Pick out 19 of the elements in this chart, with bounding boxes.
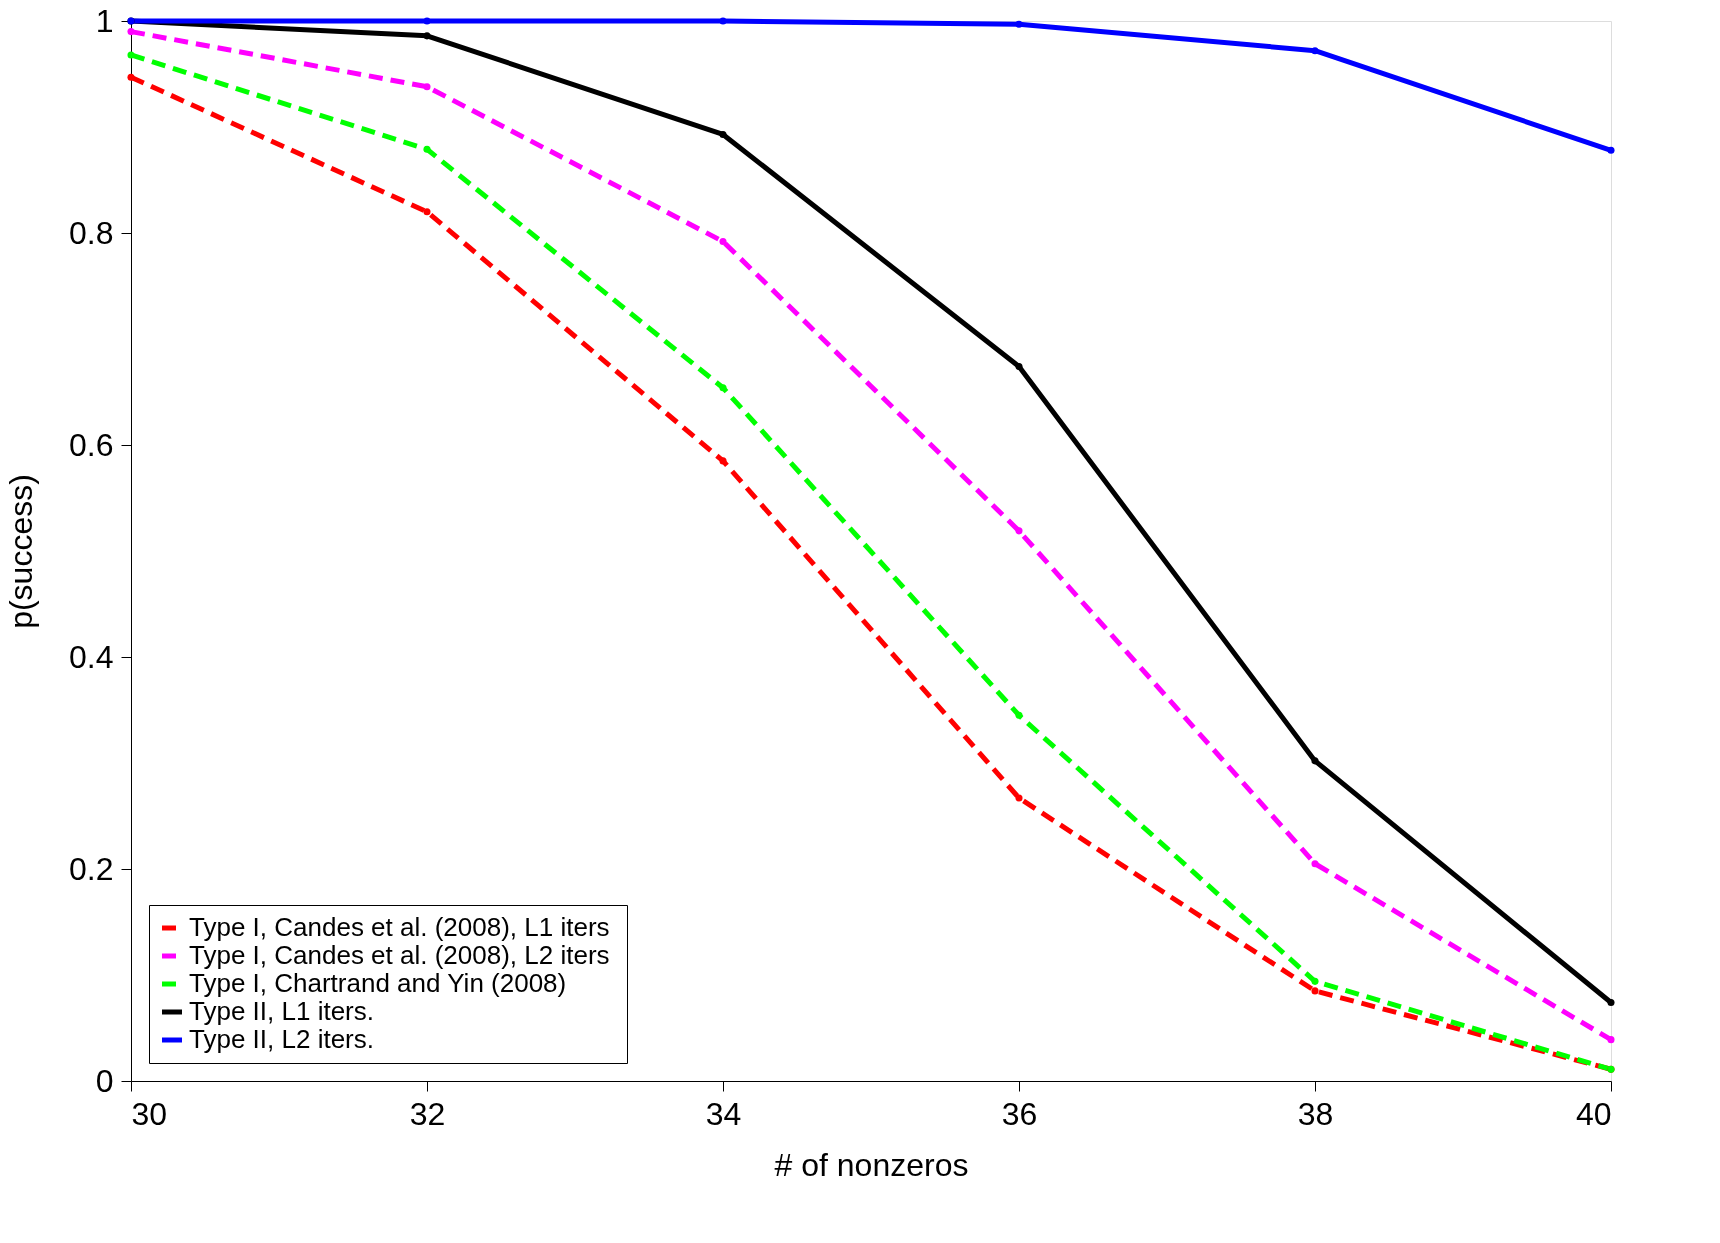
x-axis-title: # of nonzeros bbox=[774, 1146, 969, 1183]
legend-label: Type II, L2 iters. bbox=[189, 1024, 374, 1054]
x-tick-label: 30 bbox=[131, 1095, 168, 1132]
x-tick-label: 40 bbox=[1575, 1095, 1612, 1132]
y-tick-label: 0.8 bbox=[69, 214, 114, 251]
y-tick-label: 0.4 bbox=[69, 638, 114, 675]
legend-label: Type I, Chartrand and Yin (2008) bbox=[189, 968, 567, 998]
y-tick-label: 0.6 bbox=[69, 426, 114, 463]
y-tick-label: 0 bbox=[95, 1062, 114, 1099]
x-tick-label: 34 bbox=[705, 1095, 742, 1132]
legend-label: Type I, Candes et al. (2008), L2 iters bbox=[189, 940, 610, 970]
y-tick-label: 1 bbox=[95, 2, 114, 39]
x-tick-label: 36 bbox=[1001, 1095, 1038, 1132]
x-tick-label: 32 bbox=[409, 1095, 446, 1132]
y-tick-label: 0.2 bbox=[69, 850, 114, 887]
legend-label: Type II, L1 iters. bbox=[189, 996, 374, 1026]
x-tick-label: 38 bbox=[1297, 1095, 1334, 1132]
y-axis-title: p(success) bbox=[3, 474, 40, 629]
legend-label: Type I, Candes et al. (2008), L1 iters bbox=[189, 912, 610, 942]
